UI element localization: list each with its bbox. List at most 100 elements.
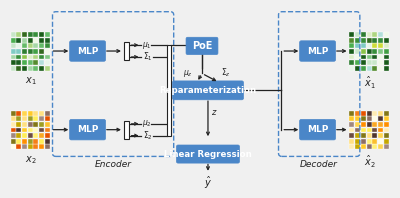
Bar (384, 43, 389, 48)
Bar (28, 38, 33, 43)
Bar (34, 43, 38, 48)
Bar (384, 133, 389, 138)
Bar (366, 128, 372, 132)
Bar (361, 122, 366, 127)
FancyBboxPatch shape (172, 81, 244, 100)
Bar (45, 54, 50, 59)
Bar (11, 133, 16, 138)
Bar (16, 116, 21, 121)
Bar (372, 38, 377, 43)
Bar (11, 54, 16, 59)
Bar (372, 60, 377, 65)
Bar (16, 32, 21, 37)
Bar (16, 66, 21, 71)
Bar (378, 122, 383, 127)
Bar (28, 43, 33, 48)
Bar (384, 144, 389, 149)
Bar (350, 133, 354, 138)
Text: $x_1$: $x_1$ (25, 75, 36, 87)
Bar (28, 66, 33, 71)
Bar (22, 32, 27, 37)
Bar (22, 66, 27, 71)
Bar (16, 144, 21, 149)
Bar (378, 139, 383, 144)
Bar (372, 66, 377, 71)
Bar (34, 133, 38, 138)
Bar (39, 43, 44, 48)
FancyBboxPatch shape (70, 41, 106, 61)
Bar (22, 139, 27, 144)
Bar (45, 38, 50, 43)
Bar (11, 38, 16, 43)
Bar (39, 116, 44, 121)
Bar (350, 111, 354, 116)
Bar (378, 111, 383, 116)
Bar (366, 111, 372, 116)
Bar (124, 121, 129, 139)
Bar (350, 122, 354, 127)
Bar (45, 32, 50, 37)
Text: $\mu_z$: $\mu_z$ (183, 68, 193, 79)
Bar (384, 32, 389, 37)
Bar (350, 32, 354, 37)
Bar (361, 133, 366, 138)
Bar (350, 139, 354, 144)
Bar (28, 128, 33, 132)
Bar (22, 133, 27, 138)
Bar (45, 139, 50, 144)
Bar (372, 32, 377, 37)
Bar (372, 122, 377, 127)
Bar (350, 49, 354, 54)
Bar (16, 38, 21, 43)
Bar (361, 139, 366, 144)
Bar (16, 139, 21, 144)
Bar (372, 133, 377, 138)
Bar (384, 128, 389, 132)
Bar (378, 54, 383, 59)
Bar (366, 66, 372, 71)
Bar (361, 32, 366, 37)
Text: Linear Regression: Linear Regression (164, 149, 252, 159)
Bar (372, 43, 377, 48)
Bar (34, 54, 38, 59)
Text: Reparameterization: Reparameterization (160, 86, 256, 95)
Bar (16, 111, 21, 116)
Bar (372, 144, 377, 149)
Bar (366, 139, 372, 144)
Bar (34, 38, 38, 43)
Text: $x_2$: $x_2$ (25, 154, 36, 166)
Bar (366, 38, 372, 43)
Bar (11, 128, 16, 132)
Text: $\Sigma_z$: $\Sigma_z$ (221, 67, 231, 79)
Bar (34, 116, 38, 121)
FancyBboxPatch shape (300, 41, 336, 61)
Bar (28, 133, 33, 138)
Text: $\hat{x}_2$: $\hat{x}_2$ (364, 154, 375, 170)
Bar (34, 128, 38, 132)
Bar (39, 49, 44, 54)
Bar (22, 49, 27, 54)
Bar (350, 54, 354, 59)
Bar (378, 38, 383, 43)
Bar (39, 60, 44, 65)
Bar (39, 122, 44, 127)
Bar (384, 49, 389, 54)
Bar (355, 60, 360, 65)
Bar (22, 60, 27, 65)
Bar (350, 60, 354, 65)
Bar (384, 116, 389, 121)
Bar (45, 128, 50, 132)
Text: MLP: MLP (307, 125, 328, 134)
Bar (45, 49, 50, 54)
FancyBboxPatch shape (186, 37, 218, 55)
Text: $\hat{y}$: $\hat{y}$ (204, 175, 212, 191)
Bar (355, 133, 360, 138)
Bar (361, 144, 366, 149)
Bar (22, 116, 27, 121)
Bar (378, 66, 383, 71)
Bar (366, 54, 372, 59)
Bar (22, 54, 27, 59)
Bar (34, 144, 38, 149)
Bar (45, 66, 50, 71)
Bar (39, 66, 44, 71)
